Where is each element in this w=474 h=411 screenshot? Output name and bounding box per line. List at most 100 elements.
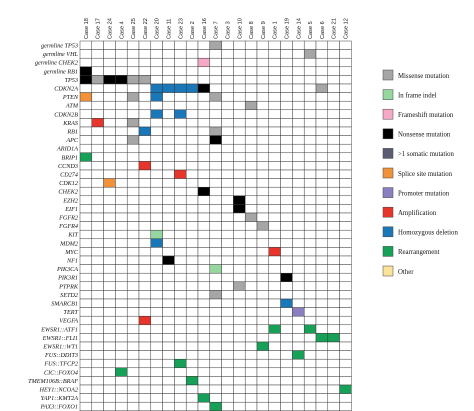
legend-swatch [382,246,394,257]
alteration-cell [280,272,293,283]
empty-cell [233,367,246,377]
empty-cell [138,109,152,119]
empty-cell [244,255,258,265]
empty-cell [150,264,163,274]
empty-cell [244,393,258,403]
empty-cell [150,298,163,308]
alteration-cell [138,161,152,171]
alteration-cell [209,92,222,102]
empty-cell [138,221,152,231]
empty-cell [174,384,187,394]
empty-cell [115,384,128,394]
empty-cell [103,143,116,154]
empty-cell [339,109,352,119]
empty-cell [233,358,246,369]
empty-cell [138,264,152,274]
empty-cell [244,195,258,205]
empty-cell [197,324,211,334]
legend-label: In frame indel [398,92,437,99]
empty-cell [327,143,340,154]
empty-cell [339,152,352,162]
alteration-cell [233,281,246,291]
empty-cell [209,367,222,377]
empty-cell [79,49,93,59]
empty-cell [280,204,293,214]
empty-cell [115,57,128,68]
empty-cell [268,315,281,326]
empty-cell [339,229,352,240]
empty-cell [91,238,104,248]
empty-cell [315,290,329,300]
empty-cell [126,324,140,334]
empty-cell [185,247,199,257]
empty-cell [79,298,93,308]
empty-cell [244,376,258,386]
empty-cell [174,49,187,59]
empty-cell [280,118,293,128]
empty-cell [268,66,281,76]
empty-cell [126,281,140,291]
empty-cell [138,152,152,162]
empty-cell [292,100,305,111]
empty-cell [197,401,211,411]
empty-cell [303,83,317,93]
empty-cell [91,178,104,188]
empty-cell [233,333,246,343]
alteration-cell [185,83,199,93]
empty-cell [162,350,175,360]
empty-cell [244,221,258,231]
empty-cell [280,324,293,334]
empty-cell [103,100,116,111]
empty-cell [115,264,128,274]
empty-cell [185,281,199,291]
empty-cell [91,135,104,145]
empty-cell [197,118,211,128]
empty-cell [233,57,246,68]
case-label: Case 18 [84,18,90,39]
empty-cell [256,135,270,145]
empty-cell [339,272,352,283]
empty-cell [268,100,281,111]
empty-cell [185,272,199,283]
empty-cell [126,109,140,119]
empty-cell [126,315,140,326]
empty-cell [303,66,317,76]
empty-cell [292,152,305,162]
empty-cell [327,178,340,188]
empty-cell [103,186,116,197]
empty-cell [268,212,281,222]
empty-cell [209,152,222,162]
empty-cell [126,290,140,300]
empty-cell [138,376,152,386]
case-label: Case 22 [143,18,149,39]
empty-cell [233,178,246,188]
empty-cell [197,384,211,394]
empty-cell [268,307,281,317]
empty-cell [162,143,175,154]
empty-cell [197,100,211,111]
empty-cell [280,333,293,343]
empty-cell [138,290,152,300]
empty-cell [221,40,234,50]
empty-cell [280,221,293,231]
empty-cell [292,264,305,274]
empty-cell [150,66,163,76]
empty-cell [162,109,175,119]
empty-cell [244,350,258,360]
gene-label: FGFR2 [58,215,78,222]
empty-cell [244,169,258,179]
empty-cell [115,100,128,111]
empty-cell [115,298,128,308]
empty-cell [162,204,175,214]
empty-cell [174,57,187,68]
empty-cell [91,264,104,274]
legend-swatch [382,206,394,218]
empty-cell [315,135,329,145]
empty-cell [303,57,317,68]
empty-cell [126,126,140,136]
empty-cell [303,393,317,403]
empty-cell [244,152,258,162]
empty-cell [327,247,340,257]
empty-cell [79,204,93,214]
empty-cell [162,247,175,257]
